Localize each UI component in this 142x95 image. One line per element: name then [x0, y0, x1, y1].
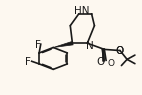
Polygon shape	[53, 42, 73, 48]
Text: N: N	[86, 41, 94, 51]
Text: O: O	[116, 46, 124, 56]
Text: O: O	[97, 57, 105, 67]
Text: O: O	[116, 46, 124, 56]
Text: O: O	[107, 59, 114, 68]
Text: F: F	[25, 57, 31, 67]
Text: HN: HN	[74, 6, 89, 16]
Text: F: F	[35, 40, 41, 50]
